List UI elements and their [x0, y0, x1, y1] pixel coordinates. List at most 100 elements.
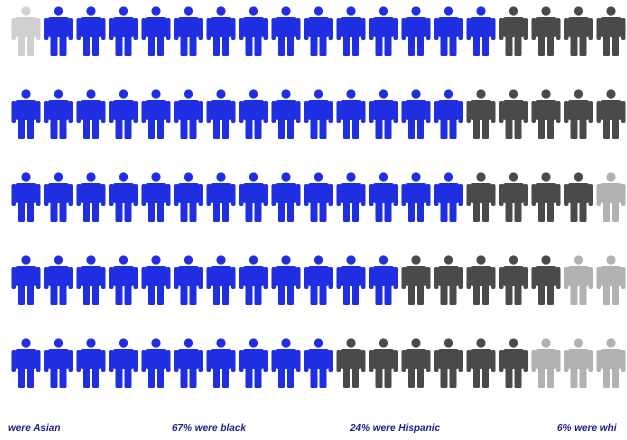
person-icon-hispanic — [466, 255, 496, 305]
person-icon-black — [109, 6, 138, 56]
person-icon-hispanic — [531, 255, 561, 305]
legend-label-asian: were Asian — [8, 423, 61, 434]
person-icon-black — [401, 89, 431, 139]
person-icon-black — [434, 172, 463, 222]
person-icon-white — [596, 255, 626, 305]
person-icon-black — [304, 89, 333, 139]
person-icon-hispanic — [499, 6, 528, 56]
person-icon-black — [11, 89, 41, 139]
person-icon-white — [564, 338, 593, 388]
person-icon-hispanic — [531, 89, 561, 139]
person-icon-black — [174, 172, 203, 222]
person-icon-black — [206, 6, 236, 56]
person-icon-hispanic — [369, 338, 398, 388]
person-icon-black — [44, 172, 73, 222]
person-icon-black — [239, 255, 268, 305]
person-icon-black — [76, 6, 106, 56]
person-icon-black — [369, 255, 398, 305]
person-icon-black — [466, 6, 496, 56]
person-icon-black — [239, 172, 268, 222]
person-icon-black — [206, 338, 236, 388]
person-icon-black — [109, 89, 138, 139]
person-icon-white — [531, 338, 561, 388]
person-icon-black — [271, 338, 301, 388]
person-icon-black — [109, 338, 138, 388]
person-icon-hispanic — [499, 255, 528, 305]
person-icon-black — [174, 6, 203, 56]
person-icon-black — [304, 338, 333, 388]
person-icon-black — [44, 255, 73, 305]
person-icon-black — [271, 89, 301, 139]
person-icon-black — [369, 89, 398, 139]
person-icon-black — [304, 172, 333, 222]
person-icon-hispanic — [596, 6, 626, 56]
person-icon-black — [141, 338, 171, 388]
person-icon-black — [44, 6, 73, 56]
person-icon-black — [76, 89, 106, 139]
person-icon-hispanic — [531, 172, 561, 222]
person-icon-black — [271, 172, 301, 222]
person-icon-black — [206, 172, 236, 222]
person-icon-hispanic — [596, 89, 626, 139]
person-icon-black — [174, 89, 203, 139]
legend-label-black: 67% were black — [172, 423, 246, 434]
person-icon-black — [434, 6, 463, 56]
person-icon-black — [174, 255, 203, 305]
person-icon-black — [44, 338, 73, 388]
person-icon-black — [44, 89, 73, 139]
person-icon-black — [304, 255, 333, 305]
person-icon-hispanic — [531, 6, 561, 56]
person-icon-black — [401, 6, 431, 56]
person-icon-black — [271, 255, 301, 305]
person-icon-black — [401, 172, 431, 222]
person-icon-hispanic — [434, 255, 463, 305]
person-icon-black — [76, 338, 106, 388]
person-icon-black — [239, 6, 268, 56]
person-icon-black — [336, 89, 366, 139]
person-icon-black — [141, 89, 171, 139]
person-icon-hispanic — [564, 6, 593, 56]
person-icon-black — [304, 6, 333, 56]
person-icon-hispanic — [499, 338, 528, 388]
person-icon-hispanic — [336, 338, 366, 388]
person-icon-black — [109, 255, 138, 305]
person-icon-black — [11, 338, 41, 388]
legend-label-white: 6% were whi — [557, 423, 617, 434]
person-icon-black — [271, 6, 301, 56]
person-icon-black — [11, 172, 41, 222]
person-icon-black — [141, 172, 171, 222]
person-icon-white — [596, 338, 626, 388]
person-icon-hispanic — [434, 338, 463, 388]
person-icon-black — [336, 255, 366, 305]
person-icon-black — [369, 6, 398, 56]
person-icon-black — [76, 255, 106, 305]
person-icon-black — [336, 172, 366, 222]
person-icon-black — [141, 6, 171, 56]
person-icon-black — [141, 255, 171, 305]
person-icon-black — [434, 89, 463, 139]
person-icon-black — [239, 89, 268, 139]
person-icon-black — [369, 172, 398, 222]
person-icon-hispanic — [401, 338, 431, 388]
person-icon-hispanic — [499, 89, 528, 139]
person-icon-black — [336, 6, 366, 56]
person-icon-hispanic — [564, 172, 593, 222]
person-icon-black — [174, 338, 203, 388]
person-icon-hispanic — [401, 255, 431, 305]
person-icon-hispanic — [564, 89, 593, 139]
legend-label-hispanic: 24% were Hispanic — [350, 423, 441, 434]
person-icon-black — [239, 338, 268, 388]
person-icon-hispanic — [466, 172, 496, 222]
pictograph-chart — [11, 6, 626, 388]
person-icon-black — [76, 172, 106, 222]
person-icon-asian — [11, 6, 41, 56]
person-icon-black — [109, 172, 138, 222]
person-icon-hispanic — [466, 338, 496, 388]
person-icon-white — [596, 172, 626, 222]
person-icon-black — [11, 255, 41, 305]
person-icon-black — [206, 255, 236, 305]
person-icon-black — [206, 89, 236, 139]
person-icon-hispanic — [499, 172, 528, 222]
person-icon-white — [564, 255, 593, 305]
person-icon-hispanic — [466, 89, 496, 139]
